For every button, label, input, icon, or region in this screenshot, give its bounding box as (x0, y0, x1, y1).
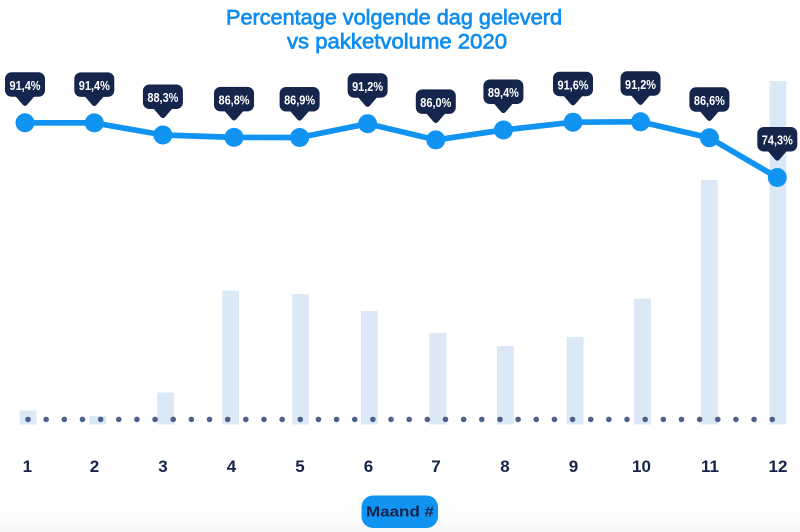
svg-text:4: 4 (227, 457, 237, 476)
svg-text:86,9%: 86,9% (284, 93, 315, 108)
svg-text:91,4%: 91,4% (10, 78, 41, 93)
svg-text:86,0%: 86,0% (420, 95, 451, 110)
svg-text:86,8%: 86,8% (219, 93, 250, 108)
svg-text:9: 9 (569, 457, 578, 476)
svg-text:7: 7 (431, 457, 440, 476)
svg-text:3: 3 (158, 457, 167, 476)
svg-text:vs pakketvolume 2020: vs pakketvolume 2020 (287, 30, 507, 54)
svg-text:2: 2 (90, 457, 99, 476)
svg-text:91,2%: 91,2% (352, 79, 383, 94)
svg-text:91,2%: 91,2% (625, 77, 656, 92)
svg-text:8: 8 (500, 457, 509, 476)
svg-text:91,4%: 91,4% (79, 78, 110, 93)
svg-text:11: 11 (701, 457, 719, 476)
svg-text:88,3%: 88,3% (147, 90, 178, 105)
svg-text:Maand #: Maand # (366, 504, 435, 521)
svg-text:10: 10 (632, 457, 651, 476)
svg-text:74,3%: 74,3% (762, 133, 793, 148)
svg-text:91,6%: 91,6% (558, 77, 589, 92)
svg-text:Percentage volgende dag geleve: Percentage volgende dag geleverd (226, 6, 562, 30)
svg-text:6: 6 (364, 457, 373, 476)
svg-text:12: 12 (769, 457, 788, 476)
svg-text:1: 1 (23, 457, 32, 476)
svg-text:86,6%: 86,6% (694, 93, 725, 108)
svg-text:5: 5 (295, 457, 304, 476)
svg-text:89,4%: 89,4% (488, 85, 519, 100)
